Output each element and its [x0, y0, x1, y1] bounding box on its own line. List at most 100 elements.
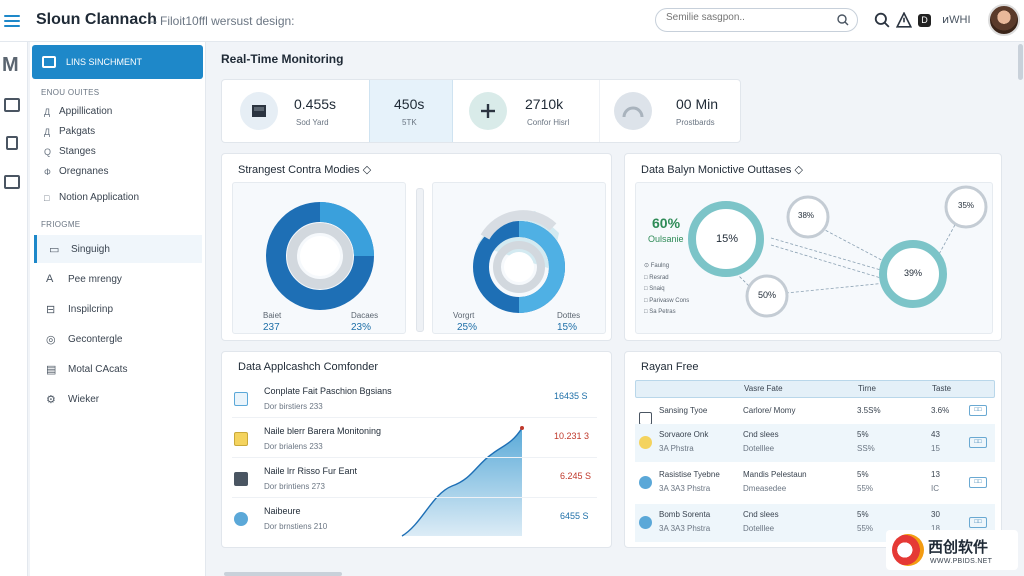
table-cell: 3A 3A3 Phstra: [659, 524, 711, 533]
dark-mode-icon[interactable]: D: [918, 13, 931, 27]
status-icon: [639, 516, 652, 529]
target-icon: ◎: [46, 333, 56, 346]
sidebar-item-singuigh[interactable]: ▭ Singuigh: [34, 235, 202, 263]
sidebar-primary-button[interactable]: LINS SINCHMENT: [32, 45, 203, 79]
row-value: 6455 S: [560, 511, 589, 521]
stat-label: Confor Hisrl: [527, 118, 570, 127]
doc-icon: Д: [44, 106, 51, 117]
column-header[interactable]: Taste: [932, 384, 952, 393]
sidebar-section-heading: FRIOGME: [41, 220, 81, 229]
row-action-button[interactable]: □□: [969, 477, 987, 488]
watermark-title: 西创软件: [928, 539, 989, 556]
network-diagram[interactable]: 60% Oulsanie 15% 38% 39% 50% 35% ⊙ Fauln…: [635, 182, 993, 334]
sidebar-item-label: Wieker: [68, 393, 100, 405]
sidebar-item-application[interactable]: Д Appillication: [44, 106, 112, 117]
folder-icon: [234, 432, 248, 446]
legend-item: □ Resrad: [644, 274, 669, 281]
stat-card[interactable]: 2710k Confor Hisrl: [453, 80, 599, 142]
column-header[interactable]: Tirne: [858, 384, 876, 393]
grid-icon[interactable]: [4, 175, 20, 189]
vertical-scrollbar[interactable]: [1016, 42, 1024, 576]
list-item[interactable]: Conplate Fait Paschion Bgsians Dor birst…: [232, 382, 597, 418]
sidebar-item-stanges[interactable]: Q Stanges: [44, 146, 96, 157]
watermark: 西创软件 WWW.PBIDS.NET: [886, 530, 1018, 570]
stat-value: 2710k: [525, 96, 564, 112]
window-icon[interactable]: [6, 136, 18, 150]
table-cell: 3A 3A3 Phstra: [659, 484, 711, 493]
stat-card[interactable]: 0.455s Sod Yard: [222, 80, 369, 142]
table-cell: IC: [931, 484, 939, 493]
node-value: 35%: [958, 201, 975, 210]
row-subtitle: Dor brintiens 273: [264, 482, 325, 491]
donut-card[interactable]: Baiet 237 Dacaes 23%: [232, 182, 406, 334]
sidebar-item-packages[interactable]: Д Pakgats: [44, 126, 95, 137]
list-item[interactable]: Naile lrr Risso Fur Eant Dor brintiens 2…: [232, 462, 597, 498]
chart-label: Dottes: [557, 311, 581, 320]
chart-value: 15%: [557, 322, 578, 333]
list-item[interactable]: Naibeure Dor brnstiens 210 6455 S: [232, 502, 597, 538]
alert-icon[interactable]: [896, 12, 912, 28]
table-row[interactable]: Sansing Tyoe Carlore/ Momy 3.5S% 3.6% □□: [635, 400, 995, 438]
window-icon: ▭: [49, 243, 60, 256]
user-icon: А: [46, 273, 54, 285]
row-value: 6.245 S: [560, 471, 592, 481]
sidebar-item-gecontergle[interactable]: ◎ Gecontergle: [34, 325, 202, 353]
row-action-button[interactable]: □□: [969, 437, 987, 448]
status-icon: [639, 476, 652, 489]
sidebar-item-memory[interactable]: А Pee mrengy: [34, 265, 202, 293]
scrollbar-thumb[interactable]: [1018, 44, 1023, 80]
network-panel: Data Balyn Monictive Outtases ◇ 60% Ouls…: [624, 153, 1002, 341]
row-action-button[interactable]: □□: [969, 405, 987, 416]
table-cell: Sorvaore Onk: [659, 430, 709, 439]
table-cell: Cnd slees: [743, 430, 779, 439]
sidebar-item-label: Oregnanes: [59, 166, 109, 177]
sidebar-item-notion[interactable]: □ Notion Application: [44, 192, 139, 203]
column-header[interactable]: Vasre Fate: [744, 384, 783, 393]
stat-card[interactable]: 00 Min Prostbards: [599, 80, 742, 142]
row-title: Naile blerr Barera Monitoning: [264, 426, 382, 436]
network-links: [688, 185, 988, 318]
table-row[interactable]: Rasistise Tyebne 3A 3A3 Phstra Mandis Pe…: [635, 464, 995, 502]
search-icon[interactable]: [837, 14, 849, 26]
donut-chart: [266, 202, 374, 310]
row-title: Naile lrr Risso Fur Eant: [264, 466, 358, 476]
avatar[interactable]: [988, 4, 1020, 36]
window-icon: [42, 56, 56, 68]
sidebar-item-label: Singuigh: [71, 243, 110, 255]
sidebar-item-oregnanes[interactable]: Ф Oregnanes: [44, 166, 108, 177]
table-row[interactable]: Sorvaore Onk 3A Phstra Cnd slees Dotelll…: [635, 424, 995, 462]
table-cell: Dotelllee: [743, 444, 775, 453]
chart-label: Dacaes: [351, 311, 379, 320]
gauge-icon: [614, 92, 652, 130]
sidebar-item-inspect[interactable]: ⊟ Inspilcrinp: [34, 295, 202, 323]
vertical-scrollbar[interactable]: [416, 188, 424, 332]
application-panel: Data Applcashch Comfonder Conplate Fait …: [221, 351, 612, 548]
list-item[interactable]: Naile blerr Barera Monitoning Dor briale…: [232, 422, 597, 458]
monitor-icon[interactable]: [4, 98, 20, 112]
table-cell: 43: [931, 430, 940, 439]
table-cell: 15: [931, 444, 940, 453]
menu-icon[interactable]: [4, 12, 20, 28]
search-icon[interactable]: [874, 12, 890, 28]
search-input[interactable]: [666, 12, 816, 23]
stats-panel: 0.455s Sod Yard 450s 5TK 2710k Confor Hi…: [221, 79, 741, 143]
sidebar-item-label: Pee mrengy: [68, 273, 122, 285]
horizontal-scrollbar-thumb[interactable]: [224, 572, 342, 576]
node-value: 15%: [716, 233, 739, 245]
row-action-button[interactable]: □□: [969, 517, 987, 528]
table-cell: 5%: [857, 430, 869, 439]
search-box[interactable]: [655, 8, 858, 32]
chart-label: Vorgrt: [453, 311, 475, 320]
row-value: 10.231 3: [554, 431, 590, 441]
stat-card[interactable]: 450s 5TK: [369, 80, 453, 142]
legend-item: □ Parivasw Cons: [644, 297, 690, 304]
inspect-icon: ⊟: [46, 303, 56, 316]
sidebar-item-motal[interactable]: ▤ Motal CAcats: [34, 355, 202, 383]
area-chart: [401, 426, 524, 537]
server-icon: [240, 92, 278, 130]
sidebar-item-wieker[interactable]: ⚙ Wieker: [34, 385, 202, 413]
sidebar-item-label: Gecontergle: [68, 333, 123, 345]
donut-card[interactable]: Vorgrt 25% Dottes 15%: [432, 182, 606, 334]
donut-panel: Strangest Contra Modies ◇ Baiet 237 Daca…: [221, 153, 612, 341]
doc-icon: [234, 392, 248, 406]
